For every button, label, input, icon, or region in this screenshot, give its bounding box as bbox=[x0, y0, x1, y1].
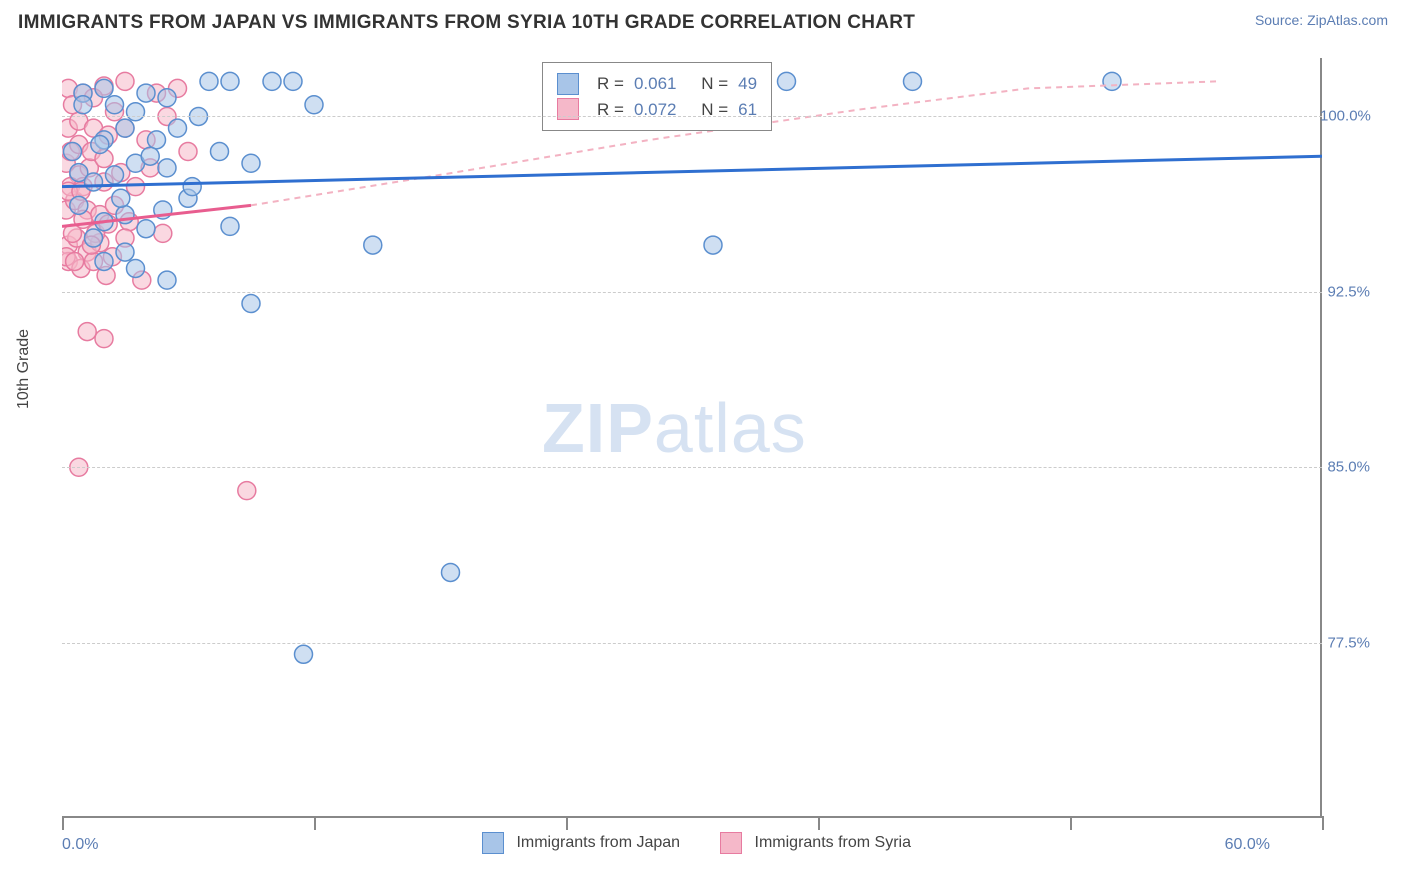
stats-n-label-syria: N = bbox=[701, 97, 728, 123]
x-axis-max-label: 60.0% bbox=[1225, 836, 1270, 854]
y-tick-label: 77.5% bbox=[1320, 634, 1370, 651]
bottom-legend: Immigrants from Japan Immigrants from Sy… bbox=[482, 832, 911, 854]
x-tick bbox=[566, 816, 568, 830]
chart-header: IMMIGRANTS FROM JAPAN VS IMMIGRANTS FROM… bbox=[0, 0, 1406, 40]
stats-r-value-syria: 0.072 bbox=[634, 97, 677, 123]
watermark-bold: ZIP bbox=[542, 389, 654, 467]
stats-r-value-japan: 0.061 bbox=[634, 71, 677, 97]
chart-title: IMMIGRANTS FROM JAPAN VS IMMIGRANTS FROM… bbox=[18, 12, 915, 34]
x-tick bbox=[1322, 816, 1324, 830]
stats-r-label-syria: R = bbox=[597, 97, 624, 123]
watermark: ZIPatlas bbox=[542, 388, 807, 468]
x-tick bbox=[314, 816, 316, 830]
stats-r-label-japan: R = bbox=[597, 71, 624, 97]
plot-svg bbox=[62, 58, 1322, 818]
x-axis-min-label: 0.0% bbox=[62, 836, 98, 854]
bottom-swatch-japan bbox=[482, 832, 504, 854]
watermark-rest: atlas bbox=[654, 389, 807, 467]
y-tick-label: 85.0% bbox=[1320, 459, 1370, 476]
chart-source: Source: ZipAtlas.com bbox=[1255, 12, 1388, 28]
stats-row-syria: R = 0.072 N = 61 bbox=[557, 97, 757, 123]
stats-n-label-japan: N = bbox=[701, 71, 728, 97]
y-tick-label: 92.5% bbox=[1320, 283, 1370, 300]
x-tick bbox=[1070, 816, 1072, 830]
bottom-legend-item-syria: Immigrants from Syria bbox=[720, 832, 911, 854]
y-tick-label: 100.0% bbox=[1320, 108, 1370, 125]
stats-legend-box: R = 0.061 N = 49 R = 0.072 N = 61 bbox=[542, 62, 772, 131]
x-tick bbox=[62, 816, 64, 830]
gridline-h bbox=[62, 467, 1322, 468]
gridline-h bbox=[62, 643, 1322, 644]
plot-area: ZIPatlas R = 0.061 N = 49 R = 0.072 N = … bbox=[62, 58, 1322, 818]
chart-container: ZIPatlas R = 0.061 N = 49 R = 0.072 N = … bbox=[62, 58, 1372, 818]
gridline-h bbox=[62, 116, 1322, 117]
legend-swatch-japan bbox=[557, 73, 579, 95]
x-tick bbox=[818, 816, 820, 830]
bottom-swatch-syria bbox=[720, 832, 742, 854]
gridline-h bbox=[62, 292, 1322, 293]
bottom-legend-item-japan: Immigrants from Japan bbox=[482, 832, 680, 854]
source-value: ZipAtlas.com bbox=[1307, 12, 1388, 28]
stats-n-value-syria: 61 bbox=[738, 97, 757, 123]
source-prefix: Source: bbox=[1255, 12, 1307, 28]
y-axis-label: 10th Grade bbox=[15, 329, 33, 409]
stats-row-japan: R = 0.061 N = 49 bbox=[557, 71, 757, 97]
stats-n-value-japan: 49 bbox=[738, 71, 757, 97]
bottom-label-syria: Immigrants from Syria bbox=[755, 834, 911, 851]
bottom-label-japan: Immigrants from Japan bbox=[516, 834, 680, 851]
